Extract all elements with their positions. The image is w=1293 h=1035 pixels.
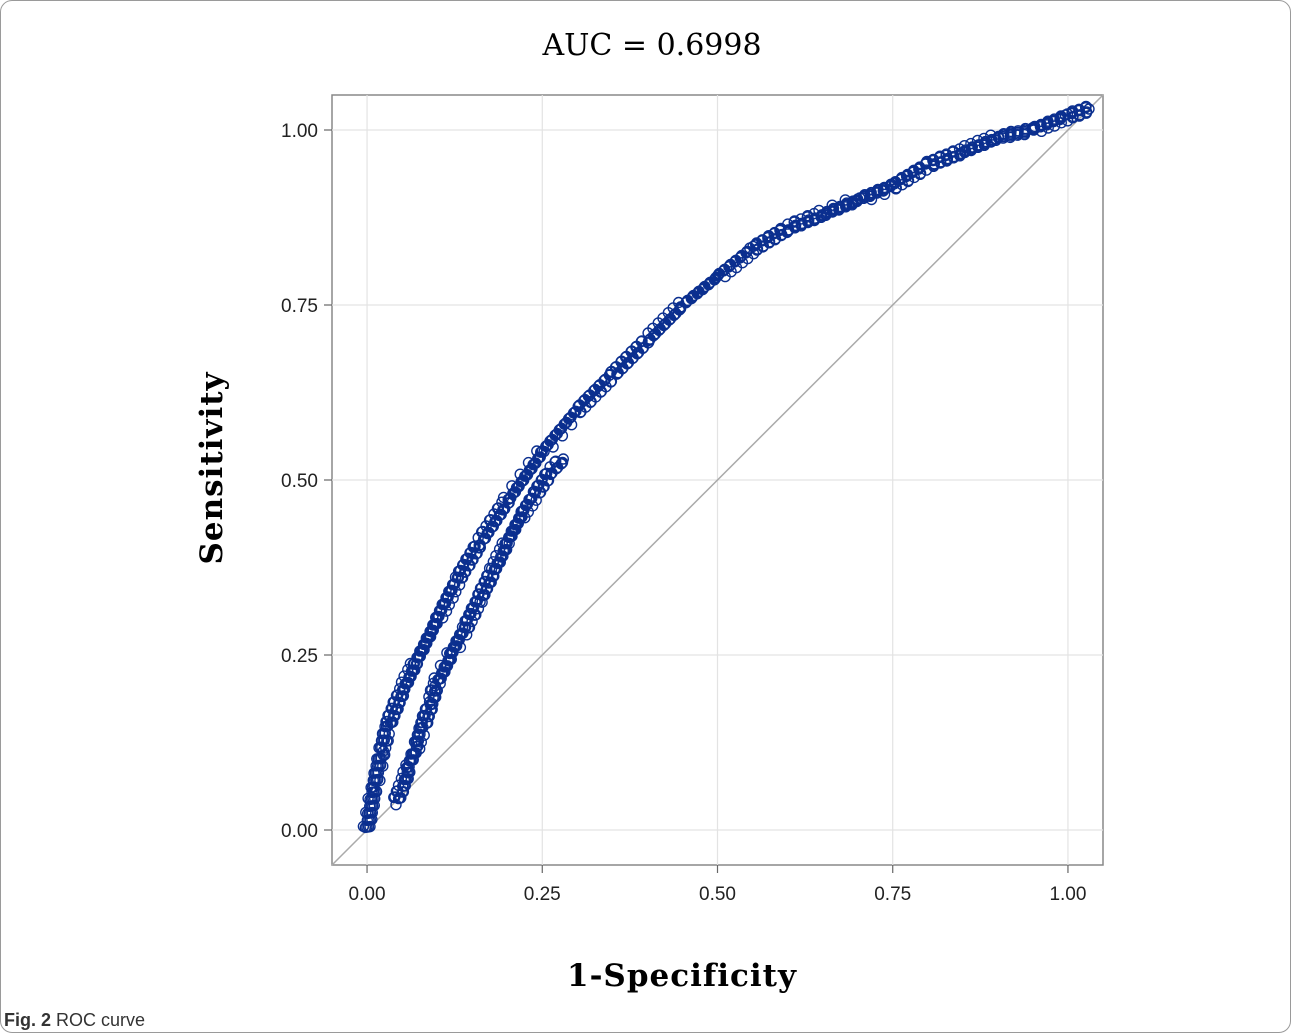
roc-point (467, 541, 479, 553)
roc-point (390, 689, 403, 702)
roc-point (455, 572, 468, 584)
roc-point (366, 786, 378, 798)
roc-point (388, 791, 400, 804)
roc-point (774, 224, 786, 237)
x-axis-ticks: 0.00 0.25 0.50 0.75 1.00 (349, 865, 1086, 905)
roc-point (1083, 103, 1095, 115)
roc-point (462, 622, 475, 634)
roc-point (469, 609, 481, 621)
roc-point (472, 603, 485, 615)
y-tick-label: 0.25 (281, 646, 318, 667)
roc-point (978, 132, 990, 145)
roc-point (396, 786, 408, 798)
y-tick-label: 0.75 (281, 296, 318, 317)
y-axis-ticks: 0.00 0.25 0.50 0.75 1.00 (281, 121, 332, 842)
roc-point (443, 599, 455, 611)
roc-point (527, 500, 539, 512)
roc-point (425, 704, 437, 716)
roc-point (782, 218, 794, 230)
roc-point (380, 716, 392, 728)
x-tick-label: 0.75 (874, 884, 911, 905)
y-tick-label: 0.00 (281, 821, 318, 842)
caption-text: ROC curve (51, 1010, 146, 1030)
roc-point (920, 156, 933, 169)
reference-diagonal (331, 94, 1104, 866)
figure-caption: Fig. 2 ROC curve (4, 1010, 145, 1031)
chart-title: AUC = 0.6998 (541, 28, 761, 63)
roc-point (947, 146, 959, 158)
roc-point (934, 151, 946, 164)
roc-series (357, 100, 1095, 834)
roc-point (423, 691, 435, 703)
roc-point (1018, 128, 1031, 141)
roc-point (788, 216, 800, 228)
roc-point (478, 576, 490, 588)
roc-point (466, 615, 478, 627)
x-tick-label: 0.25 (524, 884, 561, 905)
roc-point (556, 430, 569, 442)
roc-point (547, 441, 559, 453)
roc-point (557, 453, 569, 465)
y-tick-label: 1.00 (281, 121, 318, 142)
roc-point (763, 237, 775, 249)
roc-point (565, 419, 578, 431)
roc-point (519, 512, 531, 524)
roc-point (902, 175, 914, 188)
roc-point (437, 612, 449, 624)
roc-points (357, 100, 1095, 834)
x-tick-label: 0.00 (349, 884, 386, 905)
roc-point (795, 213, 807, 225)
roc-point (890, 183, 902, 195)
x-tick-label: 1.00 (1049, 884, 1086, 905)
roc-series (388, 453, 569, 811)
roc-point (801, 211, 814, 223)
roc-point (405, 748, 417, 760)
roc-point (450, 586, 462, 598)
roc-point (539, 468, 551, 480)
roc-point (463, 560, 475, 572)
roc-point (1067, 111, 1079, 124)
y-tick-label: 0.50 (281, 471, 318, 492)
roc-point (751, 244, 763, 256)
roc-point (385, 702, 397, 715)
roc-point (472, 588, 484, 601)
reference-line (331, 94, 1104, 866)
caption-fig-label: Fig. 2 (4, 1010, 52, 1030)
roc-point (401, 767, 413, 779)
roc-point (429, 685, 441, 697)
roc-point (392, 779, 405, 791)
roc-point (965, 137, 977, 150)
x-axis-label: 1-Specificity (567, 958, 797, 994)
x-tick-label: 0.50 (699, 884, 736, 905)
y-axis-label: Sensitivity (194, 371, 230, 564)
